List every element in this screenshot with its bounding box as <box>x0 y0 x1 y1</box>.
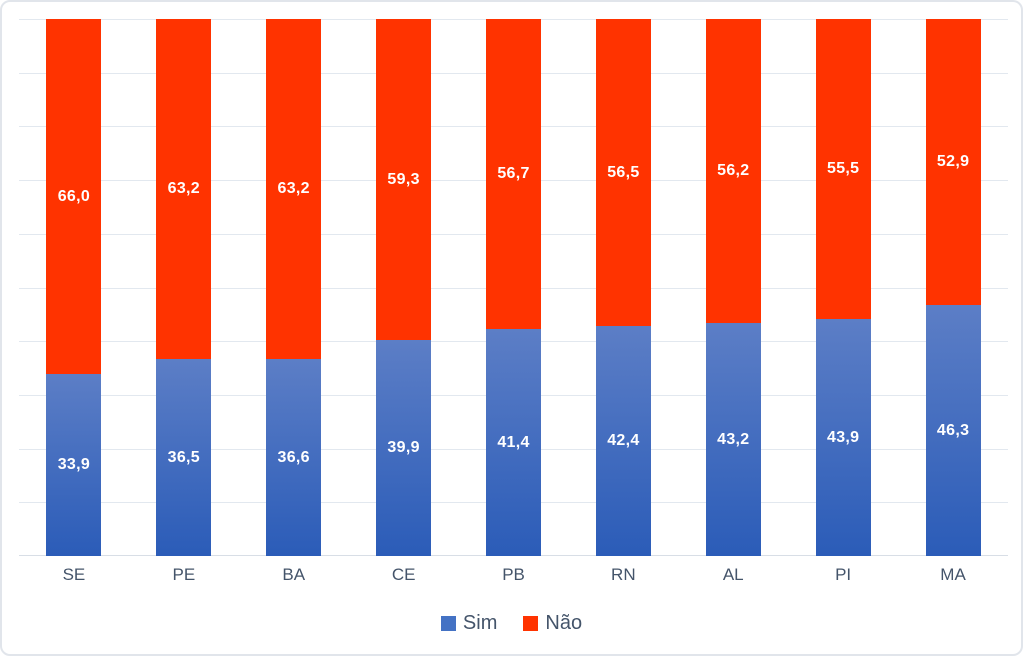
value-label-nao: 56,7 <box>497 165 530 182</box>
segment-sim-se: 33,9 <box>46 374 102 556</box>
segment-nao-ce: 59,3 <box>376 19 432 340</box>
value-label-sim: 42,4 <box>607 432 640 449</box>
segment-nao-ba: 63,2 <box>266 19 322 359</box>
value-label-nao: 63,2 <box>277 180 310 197</box>
category-label-ba: BA <box>282 565 306 584</box>
segment-nao-al: 56,2 <box>705 19 761 323</box>
bar-al: 56,2 43,2 <box>705 19 761 556</box>
segment-sim-ma: 46,3 <box>925 305 981 556</box>
segment-sim-al: 43,2 <box>705 323 761 556</box>
legend-label-nao: Não <box>545 612 583 634</box>
value-label-nao: 55,5 <box>827 160 860 177</box>
segment-sim-pe: 36,5 <box>156 359 212 556</box>
legend-swatch-nao <box>523 616 539 631</box>
value-label-sim: 33,9 <box>57 456 91 473</box>
segment-nao-pe: 63,2 <box>156 19 212 359</box>
segment-sim-ba: 36,6 <box>266 359 322 556</box>
legend-item-sim: Sim <box>440 612 498 635</box>
bar-pb: 56,7 41,4 <box>486 19 541 556</box>
bar-ce: 59,3 39,9 <box>376 19 432 556</box>
bar-ba: 63,2 36,6 <box>266 19 322 556</box>
value-label-sim: 39,9 <box>387 439 420 456</box>
category-label-pe: PE <box>172 565 196 584</box>
segment-sim-rn: 42,4 <box>595 326 651 556</box>
value-label-sim: 41,4 <box>497 433 530 451</box>
legend-label-sim: Sim <box>462 612 498 634</box>
legend-item-nao: Não <box>523 612 582 635</box>
segment-nao-ma: 52,9 <box>925 19 981 305</box>
bar-pi: 55,5 43,9 <box>815 19 871 556</box>
value-label-sim: 36,5 <box>167 448 200 466</box>
bar-pe: 63,2 36,5 <box>156 19 212 556</box>
segment-sim-ce: 39,9 <box>376 340 432 556</box>
bar-se: 66,0 33,9 <box>46 19 102 556</box>
segment-nao-pb: 56,7 <box>486 19 541 329</box>
value-label-nao: 63,2 <box>167 180 200 197</box>
legend-swatch-sim <box>440 616 456 631</box>
segment-sim-pi: 43,9 <box>815 319 871 556</box>
segment-nao-pi: 55,5 <box>815 19 871 319</box>
category-label-ma: MA <box>940 565 966 584</box>
value-label-sim: 46,3 <box>936 421 970 439</box>
bar-ma: 52,9 46,3 <box>925 19 981 556</box>
category-label-pi: PI <box>835 565 852 584</box>
category-label-al: AL <box>722 565 744 584</box>
segment-nao-rn: 56,5 <box>595 19 651 326</box>
value-label-sim: 36,6 <box>277 448 310 466</box>
category-label-pb: PB <box>502 565 525 584</box>
category-label-rn: RN <box>611 565 636 584</box>
value-label-nao: 52,9 <box>936 153 970 170</box>
plot-area: 66,0 33,9 63,2 36,5 63,2 36,6 59,3 39,9 56,7 41,4… <box>19 19 1008 556</box>
value-label-nao: 59,3 <box>387 170 420 188</box>
legend: Sim Não <box>2 612 1021 635</box>
bar-rn: 56,5 42,4 <box>595 19 651 556</box>
value-label-nao: 66,0 <box>57 187 91 205</box>
value-label-sim: 43,9 <box>827 428 860 446</box>
segment-nao-se: 66,0 <box>46 19 102 374</box>
value-label-nao: 56,2 <box>717 162 750 179</box>
segment-sim-pb: 41,4 <box>486 329 541 556</box>
category-label-se: SE <box>62 565 86 584</box>
value-label-nao: 56,5 <box>607 163 640 181</box>
category-label-ce: CE <box>391 565 416 584</box>
value-label-sim: 43,2 <box>717 430 750 448</box>
